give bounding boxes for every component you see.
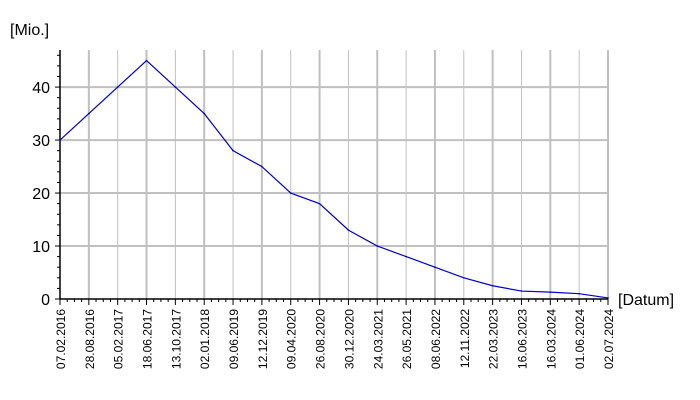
y-tick-label: 30	[32, 133, 50, 150]
x-tick-label: 12.11.2022	[458, 309, 472, 368]
data-point	[549, 291, 552, 293]
x-tick-label: 09.04.2020	[285, 309, 299, 369]
x-tick-label: 12.12.2019	[256, 309, 270, 369]
data-point	[462, 277, 465, 279]
x-tick-label: 01.06.2024	[573, 309, 587, 369]
axes	[55, 50, 609, 305]
x-tick-label: 13.10.2017	[169, 309, 183, 369]
data-point	[491, 284, 494, 287]
data-point	[520, 290, 523, 292]
y-tick-label: 0	[41, 292, 50, 309]
data-point	[347, 229, 350, 231]
data-point	[607, 297, 609, 299]
x-axis-label: [Datum]	[618, 292, 674, 309]
x-tick-label: 28.08.2016	[83, 309, 97, 369]
axis-labels: 0 10 20 30 40 07.02.2016 28.08.2016 05.02.2017 1…	[32, 80, 616, 369]
data-point	[88, 112, 90, 115]
data-point	[405, 255, 407, 258]
data-point	[174, 86, 177, 88]
data-point	[289, 192, 292, 194]
x-tick-label: 26.05.2021	[400, 309, 414, 369]
x-tick-label: 05.02.2017	[112, 309, 126, 369]
y-tick-label: 40	[32, 80, 50, 97]
x-tick-label: 09.06.2019	[227, 309, 241, 369]
grid-lines	[60, 50, 609, 299]
y-tick-label: 10	[32, 239, 50, 256]
data-point	[376, 245, 379, 247]
data-point	[261, 165, 263, 168]
x-tick-label: 26.08.2020	[314, 309, 328, 369]
data-point	[116, 86, 119, 88]
x-tick-label: 22.03.2023	[487, 309, 501, 369]
x-tick-label: 16.03.2024	[544, 309, 558, 369]
data-point	[434, 266, 436, 269]
data-point	[232, 149, 234, 152]
series-line	[59, 59, 609, 299]
x-tick-label: 30.12.2020	[342, 309, 356, 369]
x-tick-label: 24.03.2021	[371, 309, 385, 369]
x-tick-label: 16.06.2023	[515, 309, 529, 369]
x-tick-label: 07.02.2016	[54, 309, 68, 369]
y-tick-label: 20	[32, 186, 50, 203]
x-tick-label: 02.07.2024	[602, 309, 616, 369]
data-point	[59, 139, 61, 141]
data-point	[578, 292, 580, 295]
data-point	[145, 59, 148, 62]
x-tick-label: 18.06.2017	[141, 309, 155, 369]
data-series	[59, 59, 609, 299]
data-point	[203, 112, 206, 115]
y-axis-label: [Mio.]	[10, 22, 49, 39]
data-point	[318, 202, 321, 205]
x-tick-label: 02.01.2018	[198, 309, 212, 369]
x-tick-label: 08.06.2022	[429, 309, 443, 369]
